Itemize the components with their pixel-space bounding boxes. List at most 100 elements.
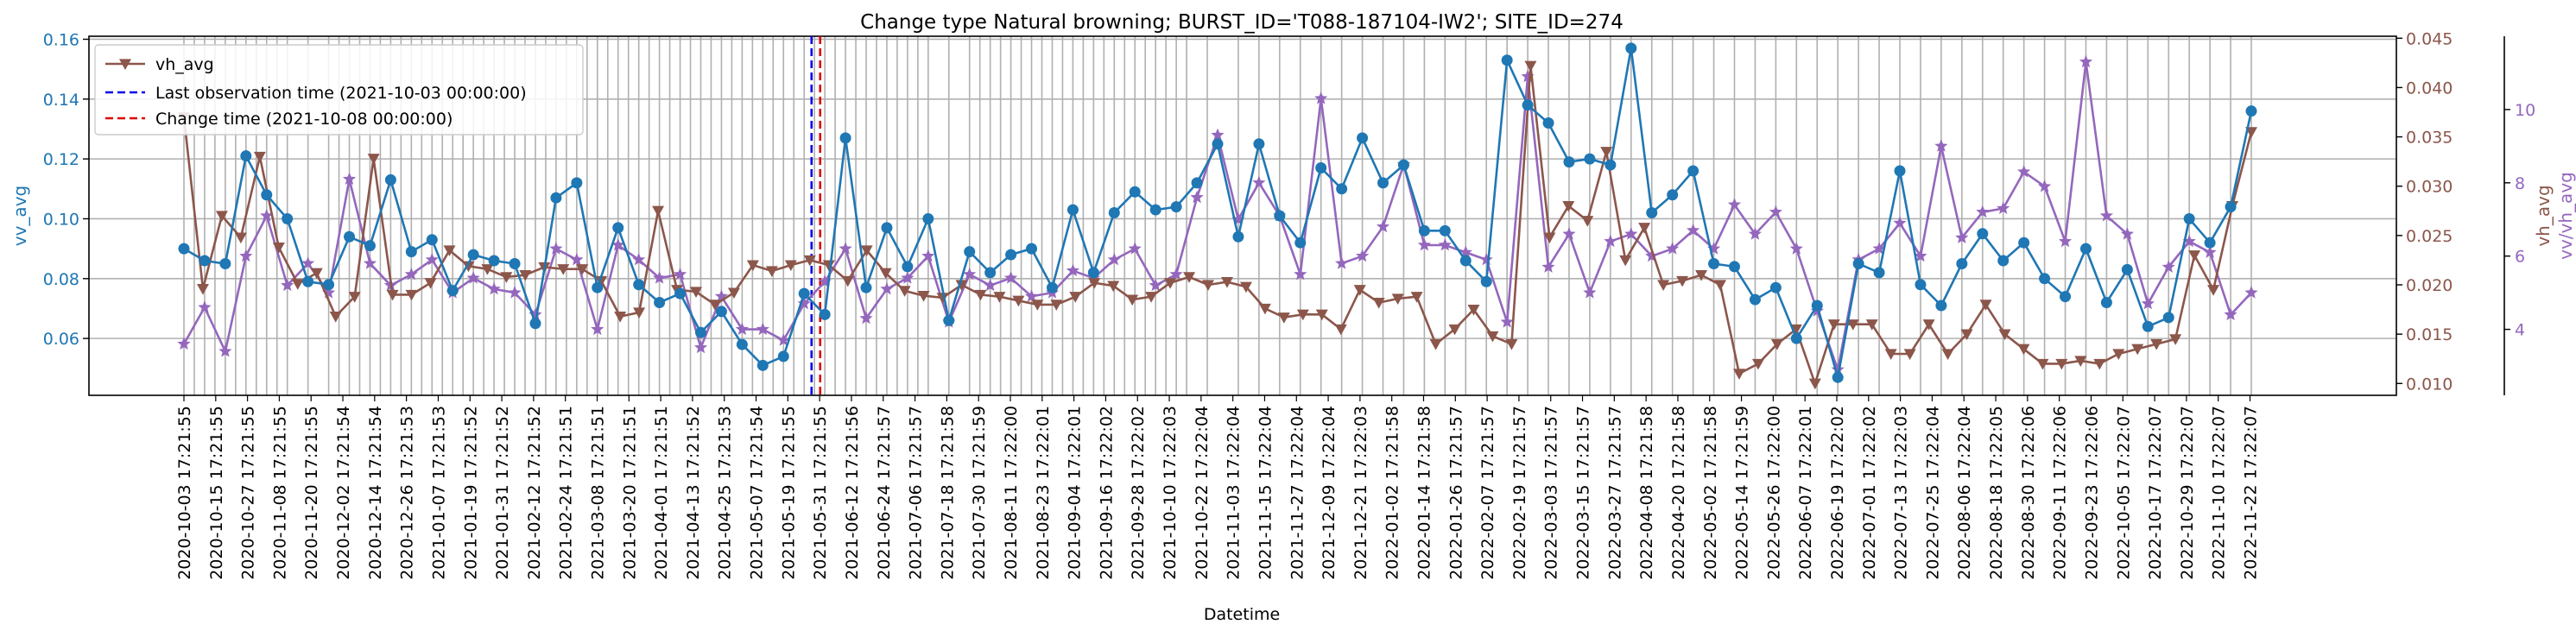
legend-label-vline: Last observation time (2021-10-03 00:00:… (155, 84, 527, 103)
x-tick-label: 2021-06-24 17:21:57 (875, 406, 894, 580)
data-point (1046, 281, 1058, 293)
data-point (1811, 300, 1823, 312)
data-point (1031, 300, 1044, 311)
data-point (1638, 223, 1651, 234)
data-point (1714, 280, 1727, 291)
y-left-tick-label: 0.06 (43, 330, 79, 349)
x-tick-label: 2022-07-25 17:22:04 (1923, 406, 1942, 580)
data-point (715, 306, 727, 318)
data-point (508, 286, 522, 299)
x-tick-label: 2022-05-14 17:21:59 (1733, 406, 1752, 580)
data-point (2224, 307, 2237, 321)
data-point (592, 281, 604, 293)
data-point (2074, 356, 2087, 367)
x-tick-label: 2022-01-26 17:21:57 (1446, 406, 1465, 580)
data-point (1296, 309, 1309, 321)
data-point (282, 212, 294, 224)
data-point (2038, 180, 2052, 192)
data-point (1543, 232, 1556, 244)
data-point (467, 249, 479, 261)
x-tick-label: 2021-07-30 17:21:59 (970, 406, 989, 580)
data-point (841, 275, 854, 287)
data-point (570, 252, 584, 266)
axes-layer: 0.06 0.08 0.10 0.12 0.14 0.16 0.010 0.015 0.020 0… (43, 29, 2536, 580)
data-point (1129, 186, 1141, 198)
data-point (1107, 252, 1121, 266)
data-point (2017, 165, 2031, 178)
data-point (1376, 219, 1390, 233)
data-point (1808, 378, 1821, 390)
data-point (1657, 280, 1670, 291)
data-point (529, 318, 541, 330)
data-point (1941, 349, 1954, 360)
data-point (1128, 242, 1142, 255)
data-point (1732, 369, 1745, 380)
data-point (1646, 207, 1658, 219)
data-point (746, 260, 759, 272)
x-tick-label: 2021-08-11 17:22:00 (1002, 406, 1021, 580)
data-point (253, 151, 266, 163)
x-tick-label: 2020-10-15 17:21:55 (207, 406, 226, 580)
y-right1-tick-label: 0.015 (2406, 325, 2453, 344)
data-point (1220, 276, 1233, 288)
data-point (2204, 237, 2216, 249)
x-tick-label: 2020-11-20 17:21:55 (302, 406, 321, 580)
data-point (839, 132, 851, 144)
data-point (1467, 304, 1480, 316)
data-point (612, 222, 624, 234)
legend-label-vh: vh_avg (155, 55, 214, 74)
data-point (2169, 334, 2182, 345)
data-point (1164, 278, 1177, 289)
x-tick-label: 2021-05-19 17:21:55 (779, 406, 798, 580)
data-point (1252, 175, 1266, 189)
data-point (1087, 267, 1099, 279)
data-point (984, 278, 997, 292)
data-point (272, 242, 285, 254)
data-point (963, 267, 977, 281)
data-point (446, 285, 459, 297)
data-point (936, 293, 949, 304)
data-point (425, 252, 439, 266)
data-point (2244, 286, 2258, 299)
data-point (1459, 255, 1472, 267)
x-tick-label: 2021-12-21 17:22:03 (1351, 406, 1370, 580)
data-point (119, 59, 131, 70)
data-point (196, 283, 209, 295)
data-point (1977, 228, 1989, 240)
data-point (550, 192, 562, 204)
data-point (322, 286, 336, 299)
x-axis-label: Datetime (1204, 605, 1280, 624)
series-vv-avg (178, 42, 2257, 383)
data-point (528, 307, 542, 321)
data-point (1769, 281, 1782, 293)
data-point (674, 287, 687, 300)
x-tick-label: 2021-01-19 17:21:52 (461, 406, 480, 580)
data-point (348, 292, 361, 303)
data-point (310, 268, 323, 280)
y-right1-tick-label: 0.025 (2406, 227, 2453, 246)
data-point (329, 311, 342, 323)
data-point (1391, 293, 1404, 305)
x-tick-label: 2022-08-30 17:22:06 (2019, 406, 2038, 580)
data-point (2079, 54, 2093, 68)
data-point (2131, 344, 2144, 356)
data-point (974, 289, 987, 301)
data-point (1026, 243, 1038, 255)
data-point (1624, 227, 1638, 240)
data-point (1708, 257, 1720, 269)
data-point (1126, 294, 1139, 306)
x-tick-label: 2020-12-14 17:21:54 (366, 406, 385, 580)
data-point (1770, 338, 1783, 350)
x-tick-label: 2021-03-20 17:21:51 (620, 406, 639, 580)
series-vv-vh-avg (177, 54, 2258, 375)
y-right2-tick-label: 6 (2515, 248, 2525, 267)
data-point (2039, 273, 2051, 285)
data-point (1211, 128, 1225, 142)
x-tick-label: 2021-07-18 17:21:58 (938, 406, 957, 580)
data-point (1088, 278, 1101, 289)
data-point (1149, 278, 1162, 292)
data-point (1479, 252, 1493, 266)
data-point (2058, 234, 2073, 248)
data-point (1893, 216, 1907, 229)
data-point (1521, 69, 1535, 83)
